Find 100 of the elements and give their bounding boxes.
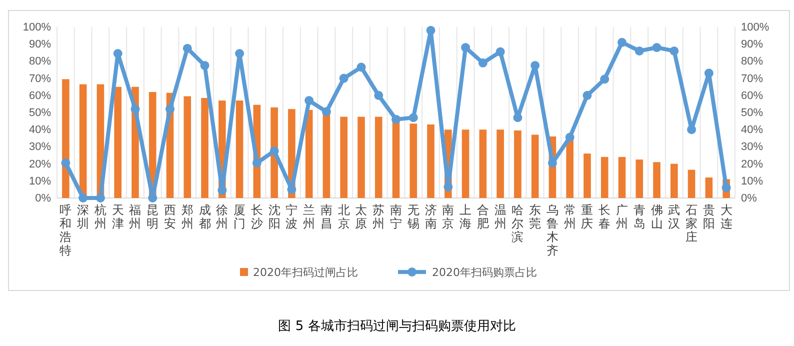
- bar: [496, 130, 504, 198]
- point: [235, 49, 244, 58]
- point: [408, 113, 418, 122]
- y-tick-label: 20%: [28, 158, 52, 170]
- point: [687, 125, 696, 134]
- point: [96, 194, 105, 202]
- bar: [479, 130, 487, 198]
- point: [652, 43, 662, 52]
- point: [270, 146, 279, 156]
- y2-tick-label: 10%: [741, 175, 764, 188]
- bar: [79, 84, 87, 198]
- y-tick-label: 100%: [22, 22, 52, 34]
- point: [600, 74, 610, 84]
- y2-tick-label: 0%: [741, 192, 758, 205]
- x-tick-label: 东莞: [529, 203, 542, 230]
- bar: [514, 130, 522, 198]
- y2-tick-label: 60%: [741, 90, 764, 102]
- bar: [670, 164, 678, 198]
- x-tick-label: 青岛: [633, 203, 646, 230]
- point: [670, 46, 679, 56]
- bar: [410, 124, 418, 198]
- y-tick-label: 70%: [28, 72, 52, 85]
- point: [530, 60, 540, 70]
- x-tick-label: 乌鲁木齐: [546, 203, 558, 258]
- bar: [305, 110, 313, 198]
- x-tick-label: 徐州: [216, 203, 228, 230]
- y-tick-label: 40%: [28, 124, 52, 136]
- point: [78, 194, 88, 202]
- bar: [201, 98, 208, 198]
- legend-label: 2020年扫码过闸占比: [253, 266, 358, 279]
- x-tick-label: 广州: [616, 203, 628, 230]
- y-tick-label: 90%: [28, 38, 52, 51]
- bar: [114, 86, 122, 198]
- x-tick-label: 哈尔滨: [512, 203, 524, 244]
- x-tick-label: 福州: [129, 203, 142, 230]
- point: [426, 26, 436, 35]
- y-tick-label: 60%: [28, 90, 52, 102]
- bar: [584, 154, 591, 198]
- point: [461, 43, 470, 52]
- x-tick-label: 常州: [564, 203, 576, 230]
- y-tick-label: 0%: [35, 192, 52, 205]
- point: [218, 186, 227, 195]
- bar: [374, 116, 382, 198]
- x-tick-label: 南宁: [390, 203, 402, 230]
- x-tick-label: 宁波: [286, 203, 298, 230]
- point: [200, 60, 210, 70]
- bar: [62, 79, 70, 198]
- x-tick-label: 成都: [198, 203, 211, 230]
- point: [182, 44, 192, 53]
- x-tick-label: 深圳: [76, 203, 90, 230]
- point: [166, 104, 174, 114]
- point: [582, 90, 592, 100]
- point: [444, 182, 453, 192]
- x-tick-label: 济南: [424, 203, 437, 230]
- point: [496, 47, 505, 56]
- x-tick-label: 郑州: [181, 203, 194, 230]
- point: [392, 114, 400, 124]
- point: [356, 62, 366, 72]
- point: [478, 58, 488, 68]
- y-tick-label: 50%: [28, 107, 52, 120]
- y-tick-label: 10%: [28, 175, 52, 188]
- y2-tick-label: 40%: [741, 124, 764, 136]
- x-tick-label: 南昌: [320, 203, 332, 230]
- point: [722, 183, 731, 192]
- x-tick-label: 上海: [460, 203, 472, 230]
- y2-tick-label: 90%: [741, 38, 764, 51]
- point: [61, 158, 70, 168]
- x-tick-label: 重庆: [581, 203, 594, 230]
- y2-tick-label: 30%: [741, 141, 764, 154]
- y2-tick-label: 80%: [741, 56, 764, 68]
- x-tick-label: 兰州: [303, 203, 316, 230]
- x-tick-label: 温州: [494, 203, 506, 230]
- x-tick-label: 石家庄: [686, 203, 698, 244]
- x-tick-label: 厦门: [234, 203, 246, 230]
- bar: [653, 162, 660, 198]
- x-tick-label: 长沙: [250, 203, 263, 230]
- point: [322, 107, 331, 116]
- bar: [462, 130, 470, 198]
- y-tick-label: 30%: [28, 141, 52, 154]
- y2-tick-label: 20%: [741, 158, 764, 170]
- x-tick-label: 太原: [355, 203, 368, 230]
- x-tick-label: 南京: [442, 203, 454, 230]
- bar: [184, 96, 192, 198]
- bar: [618, 156, 626, 198]
- point: [130, 104, 140, 114]
- bar: [705, 177, 713, 198]
- point: [634, 46, 644, 56]
- x-tick-label: 苏州: [372, 203, 385, 230]
- x-tick-label: 长春: [598, 203, 611, 230]
- x-tick-label: 佛山: [650, 203, 663, 230]
- y2-tick-label: 70%: [741, 72, 764, 85]
- point: [374, 90, 384, 100]
- point: [252, 158, 262, 168]
- point: [304, 96, 314, 106]
- x-tick-label: 北京: [338, 203, 350, 230]
- x-tick-label: 无锡: [406, 203, 420, 230]
- point: [513, 113, 522, 122]
- x-tick-label: 大连: [720, 203, 732, 230]
- point: [548, 158, 557, 168]
- legend-label: 2020年扫码购票占比: [432, 266, 537, 279]
